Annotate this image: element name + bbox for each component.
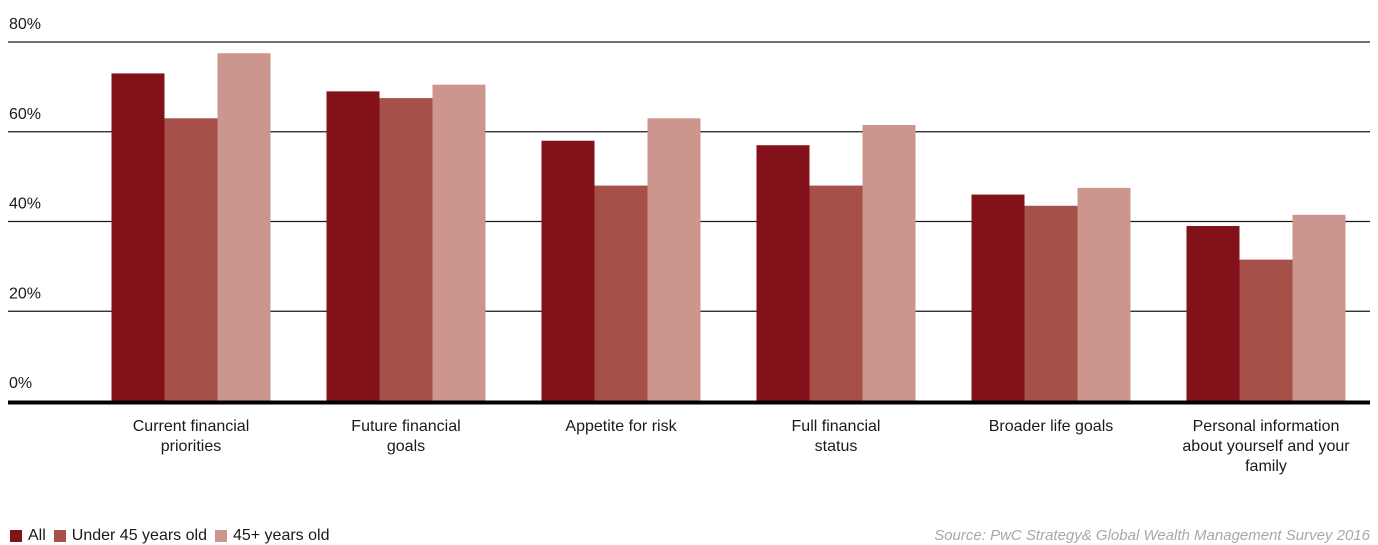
bar xyxy=(809,185,863,401)
y-tick-label: 40% xyxy=(9,196,41,213)
bar xyxy=(647,118,701,401)
x-category-label-line: Future financial xyxy=(351,418,461,435)
y-tick-label: 80% xyxy=(9,16,41,33)
x-category-label: Future financial goals xyxy=(311,417,501,457)
legend: All Under 45 years old 45+ years old xyxy=(10,527,337,545)
source-note: Source: PwC Strategy& Global Wealth Mana… xyxy=(934,527,1370,544)
bar xyxy=(541,140,595,401)
legend-swatch-under-45 xyxy=(53,530,66,542)
bar xyxy=(217,53,271,401)
legend-swatch-all xyxy=(10,530,22,542)
legend-item-45-plus: 45+ years old xyxy=(214,527,330,545)
x-category-label: Full financial status xyxy=(741,417,931,457)
x-category-label: Personal information about yourself and y… xyxy=(1171,417,1361,477)
legend-label-under-45: Under 45 years old xyxy=(71,527,207,544)
bar xyxy=(1239,259,1293,401)
bar xyxy=(1024,205,1078,401)
x-category-label-line: Personal information xyxy=(1192,418,1340,435)
x-category-label-line: Full financial xyxy=(791,418,881,435)
x-category-label-line: Current financial xyxy=(132,418,250,435)
x-category-label-line: Appetite for risk xyxy=(565,418,677,435)
y-tick-label: 60% xyxy=(9,106,41,123)
y-tick-label: 0% xyxy=(9,375,32,392)
bar xyxy=(862,125,916,402)
legend-label-all: All xyxy=(28,527,46,544)
bar xyxy=(432,84,486,401)
legend-swatch-45-plus xyxy=(214,530,227,542)
bar xyxy=(326,91,380,402)
bars xyxy=(111,53,1346,402)
bar xyxy=(1292,214,1346,401)
x-category-label: Broader life goals xyxy=(956,417,1146,437)
bar xyxy=(756,145,810,401)
x-category-label: Appetite for risk xyxy=(526,417,716,437)
x-category-label-line: priorities xyxy=(160,438,222,455)
legend-item-under-45: Under 45 years old xyxy=(53,527,207,545)
legend-label-45-plus: 45+ years old xyxy=(232,527,330,544)
x-category-label-line: goals xyxy=(386,438,426,455)
bar xyxy=(111,73,165,401)
x-category-label-line: about yourself and your xyxy=(1182,438,1350,455)
x-category-label-line: status xyxy=(814,438,858,455)
y-axis-tick-labels: 0% 20% 40% 60% 80% xyxy=(9,16,41,392)
x-category-label: Current financial priorities xyxy=(96,417,286,457)
bar xyxy=(379,98,433,401)
x-category-label-line: family xyxy=(1245,458,1287,475)
bar xyxy=(971,194,1025,401)
y-tick-label: 20% xyxy=(9,285,41,302)
legend-item-all: All xyxy=(10,527,46,545)
bar xyxy=(1077,187,1131,401)
bar xyxy=(594,185,648,401)
bar xyxy=(164,118,218,401)
x-category-label-line: Broader life goals xyxy=(988,418,1114,435)
bar xyxy=(1186,225,1240,401)
